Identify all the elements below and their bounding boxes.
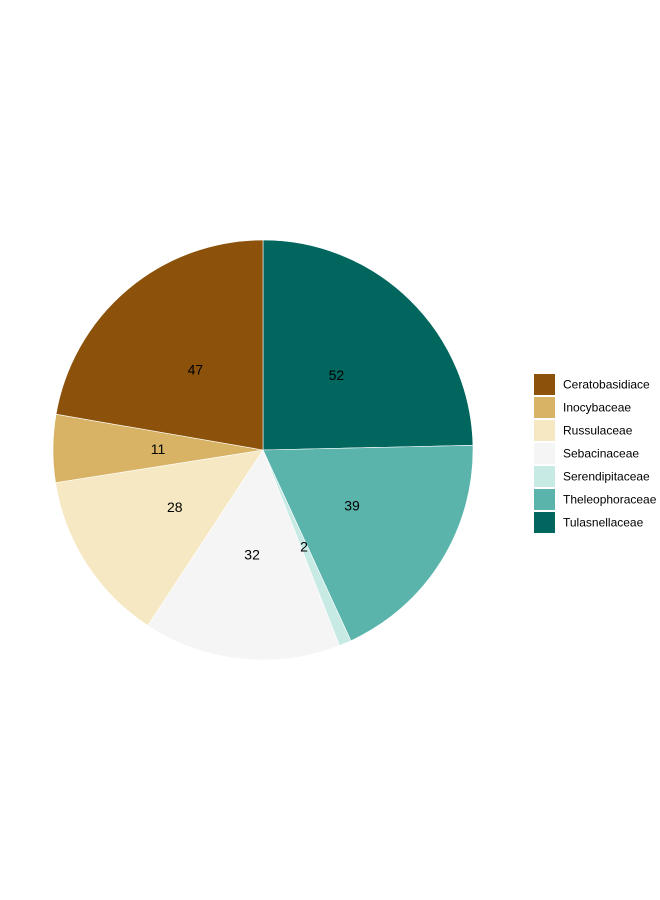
- slice-label-ceratobasidiace: 47: [188, 362, 204, 378]
- legend-label-ceratobasidiace: Ceratobasidiace: [563, 378, 650, 392]
- legend-label-sebacinaceae: Sebacinaceae: [563, 447, 639, 461]
- legend-label-theleophoraceae: Theleophoraceae: [563, 493, 657, 507]
- pie-slice-tulasnellaceae: [262, 239, 474, 451]
- slice-label-serendipitaceae: 2: [300, 539, 308, 555]
- legend-swatch-theleophoraceae: [534, 489, 555, 510]
- slice-label-russulaceae: 28: [167, 499, 183, 515]
- pie-slice-sebacinaceae: [147, 449, 340, 661]
- legend-swatch-sebacinaceae: [534, 443, 555, 464]
- pie-slice-russulaceae: [55, 449, 264, 626]
- pie-slices: [52, 239, 474, 661]
- legend-swatch-serendipitaceae: [534, 466, 555, 487]
- pie-slice-theleophoraceae: [262, 445, 474, 642]
- legend-label-russulaceae: Russulaceae: [563, 424, 633, 438]
- pie-slice-labels: 52 39 2 32 28 11 47: [151, 362, 360, 563]
- slice-label-theleophoraceae: 39: [344, 498, 360, 514]
- legend-swatch-inocybaceae: [534, 397, 555, 418]
- slice-label-tulasnellaceae: 52: [329, 367, 345, 383]
- legend-swatch-russulaceae: [534, 420, 555, 441]
- legend-swatch-ceratobasidiace: [534, 374, 555, 395]
- slice-label-inocybaceae: 11: [151, 441, 166, 457]
- legend-label-serendipitaceae: Serendipitaceae: [563, 470, 650, 484]
- slice-label-sebacinaceae: 32: [244, 546, 260, 562]
- legend-label-tulasnellaceae: Tulasnellaceae: [563, 516, 644, 530]
- legend: Ceratobasidiace Inocybaceae Russulaceae Seb…: [534, 374, 657, 533]
- legend-label-inocybaceae: Inocybaceae: [563, 401, 631, 415]
- pie-slice-ceratobasidiace: [55, 239, 264, 451]
- legend-swatch-tulasnellaceae: [534, 512, 555, 533]
